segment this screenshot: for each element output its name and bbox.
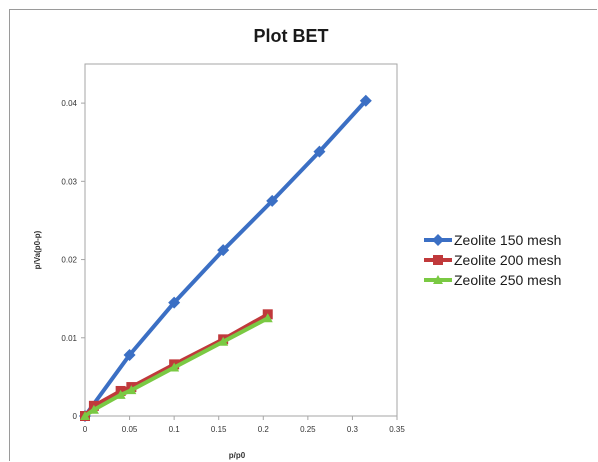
data-point	[262, 313, 273, 323]
y-tick-label: 0.04	[61, 99, 77, 108]
data-point	[80, 411, 90, 420]
x-tick-label: 0.05	[122, 425, 138, 434]
legend-item: Zeolite 200 mesh	[424, 252, 561, 268]
data-point	[359, 94, 372, 107]
data-point	[217, 244, 230, 257]
chart-title: Plot BET	[254, 26, 329, 46]
data-point	[313, 145, 326, 158]
legend-swatch-marker	[433, 255, 443, 265]
x-tick-label: 0.15	[211, 425, 227, 434]
x-tick-label: 0.25	[300, 425, 316, 434]
legend-label: Zeolite 200 mesh	[454, 252, 561, 268]
legend: Zeolite 150 mesh Zeolite 200 mesh Zeolite …	[424, 232, 561, 288]
legend-swatch-marker	[433, 275, 443, 284]
series-3	[80, 313, 273, 420]
legend-label: Zeolite 250 mesh	[454, 272, 561, 288]
data-point	[218, 336, 229, 346]
series-layer	[79, 94, 372, 422]
data-point	[123, 348, 136, 361]
x-axis-label: p/p0	[229, 451, 246, 460]
legend-item: Zeolite 150 mesh	[424, 232, 561, 248]
legend-label: Zeolite 150 mesh	[454, 232, 561, 248]
y-tick-label: 0.03	[61, 177, 77, 186]
x-tick-label: 0.2	[258, 425, 270, 434]
data-point	[168, 296, 181, 309]
y-tick-label: 0	[73, 412, 78, 421]
legend-swatch-marker	[432, 234, 444, 246]
x-tick-label: 0.3	[347, 425, 359, 434]
y-axis-label: p/Va(p0-p)	[33, 230, 42, 269]
x-tick-label: 0.35	[389, 425, 405, 434]
data-point	[88, 404, 99, 414]
data-point	[266, 194, 279, 207]
x-tick-label: 0.1	[169, 425, 181, 434]
legend-item: Zeolite 250 mesh	[424, 272, 561, 288]
y-axis-ticks: 0 0.01 0.02 0.03 0.04	[61, 99, 85, 421]
x-axis-ticks: 0 0.05 0.1 0.15 0.2 0.25 0.3 0.35	[83, 416, 405, 434]
y-tick-label: 0.02	[61, 256, 77, 265]
data-point	[169, 362, 180, 372]
y-tick-label: 0.01	[61, 334, 77, 343]
data-point	[115, 389, 126, 399]
data-point	[126, 385, 137, 395]
x-tick-label: 0	[83, 425, 88, 434]
